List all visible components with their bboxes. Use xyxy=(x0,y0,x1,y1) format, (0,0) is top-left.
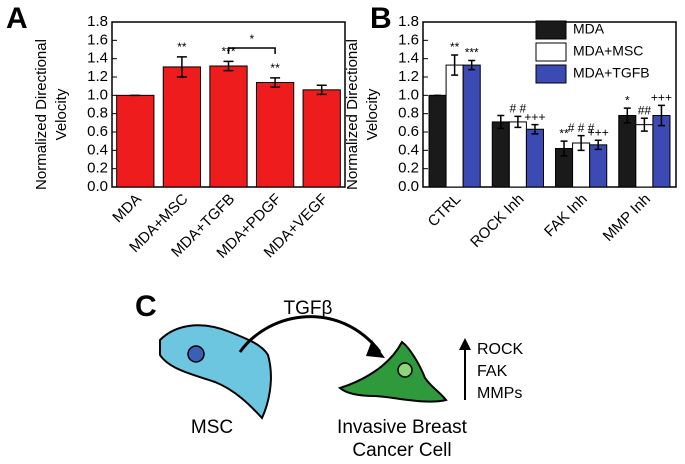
panel-label: B xyxy=(370,2,392,35)
bar xyxy=(525,128,544,188)
y-tick-label: 1.2 xyxy=(87,68,108,85)
y-tick-label: 1.0 xyxy=(87,86,108,103)
significance-label: ** xyxy=(270,61,280,75)
error-bar xyxy=(577,134,585,152)
y-axis-label: Normalized Directional xyxy=(33,39,50,190)
bar xyxy=(508,121,527,188)
error-bar xyxy=(594,139,602,151)
error-bar xyxy=(497,114,505,130)
y-tick-label: 1.4 xyxy=(398,50,419,67)
bar xyxy=(445,64,464,188)
cancer-cell xyxy=(337,340,448,403)
bar xyxy=(255,82,295,188)
significance-label: +++ xyxy=(651,91,672,105)
legend-swatch xyxy=(535,42,567,62)
y-axis-label: Velocity xyxy=(364,88,381,140)
error-bar xyxy=(640,117,648,132)
x-tick-label: MMP Inh xyxy=(600,191,654,245)
y-tick-label: 1.4 xyxy=(87,50,108,67)
error-bar xyxy=(623,107,631,124)
bracket xyxy=(227,47,276,54)
bar xyxy=(428,94,447,188)
y-tick-label: 1.8 xyxy=(398,13,419,30)
x-tick-label: CTRL xyxy=(425,191,465,231)
y-tick-label: 0.6 xyxy=(398,123,419,140)
error-bar xyxy=(657,104,665,127)
y-tick-label: 0.2 xyxy=(87,160,108,177)
target-label: Invasive Breast xyxy=(337,417,468,438)
bar xyxy=(302,89,341,188)
bar xyxy=(462,64,481,188)
error-bar xyxy=(560,140,568,157)
arrow-label: TGFβ xyxy=(284,298,333,319)
bar xyxy=(116,94,155,188)
legend-swatch xyxy=(535,64,567,84)
bar xyxy=(589,144,608,188)
y-tick-label: 1.0 xyxy=(398,86,419,103)
error-bar xyxy=(531,123,539,135)
bar xyxy=(162,66,202,188)
nucleus xyxy=(187,345,205,363)
panel-label: C xyxy=(135,290,157,323)
y-tick-label: 0.0 xyxy=(398,178,419,195)
y-tick-label: 0.2 xyxy=(398,160,419,177)
significance-label: * xyxy=(625,93,630,107)
y-tick-label: 1.6 xyxy=(398,31,419,48)
source-label: MSC xyxy=(191,417,233,438)
msc-cell xyxy=(159,324,272,420)
y-tick-label: 0.8 xyxy=(398,105,419,122)
legend-swatch xyxy=(535,20,567,40)
bracket-label: * xyxy=(249,32,254,46)
legend-label: MDA+TGFB xyxy=(573,65,650,81)
y-tick-label: 0.4 xyxy=(398,141,419,158)
y-tick-label: 1.6 xyxy=(87,31,108,48)
y-tick-label: 1.8 xyxy=(87,13,108,30)
error-bar xyxy=(270,77,281,88)
significance-label: *** xyxy=(465,46,479,60)
significance-label: # # # xyxy=(568,121,595,135)
y-tick-label: 0.0 xyxy=(87,178,108,195)
y-tick-label: 0.8 xyxy=(87,105,108,122)
error-bar xyxy=(176,56,187,78)
arrow xyxy=(238,315,382,353)
bar xyxy=(618,115,637,188)
y-tick-label: 0.6 xyxy=(87,123,108,140)
error-bar xyxy=(451,54,459,76)
significance-label: +++ xyxy=(588,125,609,139)
significance-label: ** xyxy=(559,126,569,140)
x-tick-label: FAK Inh xyxy=(541,191,591,241)
significance-label: ## xyxy=(638,103,652,117)
bar xyxy=(209,65,248,188)
significance-label: ** xyxy=(177,40,187,54)
legend-label: MDA xyxy=(573,21,605,37)
effect-label: MMPs xyxy=(477,385,522,402)
y-tick-label: 1.2 xyxy=(398,68,419,85)
error-bar xyxy=(316,84,327,96)
y-axis-label: Velocity xyxy=(53,88,70,140)
arrowhead xyxy=(459,338,471,350)
significance-label: # # xyxy=(510,102,527,116)
error-bar xyxy=(514,115,522,129)
error-bar xyxy=(468,59,476,71)
significance-label: ** xyxy=(450,40,460,54)
panel-label: A xyxy=(6,2,28,35)
x-tick-label: ROCK Inh xyxy=(467,191,527,251)
nucleus xyxy=(397,362,413,378)
effect-label: ROCK xyxy=(477,341,524,358)
legend-label: MDA+MSC xyxy=(573,43,643,59)
bar xyxy=(491,121,510,188)
y-tick-label: 0.4 xyxy=(87,141,108,158)
effect-label: FAK xyxy=(477,363,508,380)
target-label: Cancer Cell xyxy=(352,440,451,459)
error-bar xyxy=(223,60,234,72)
significance-label: +++ xyxy=(524,110,545,124)
bar xyxy=(635,124,654,188)
y-axis-label: Normalized Directional xyxy=(344,39,361,190)
x-tick-label: MDA xyxy=(109,191,145,227)
arrowhead xyxy=(366,340,385,358)
